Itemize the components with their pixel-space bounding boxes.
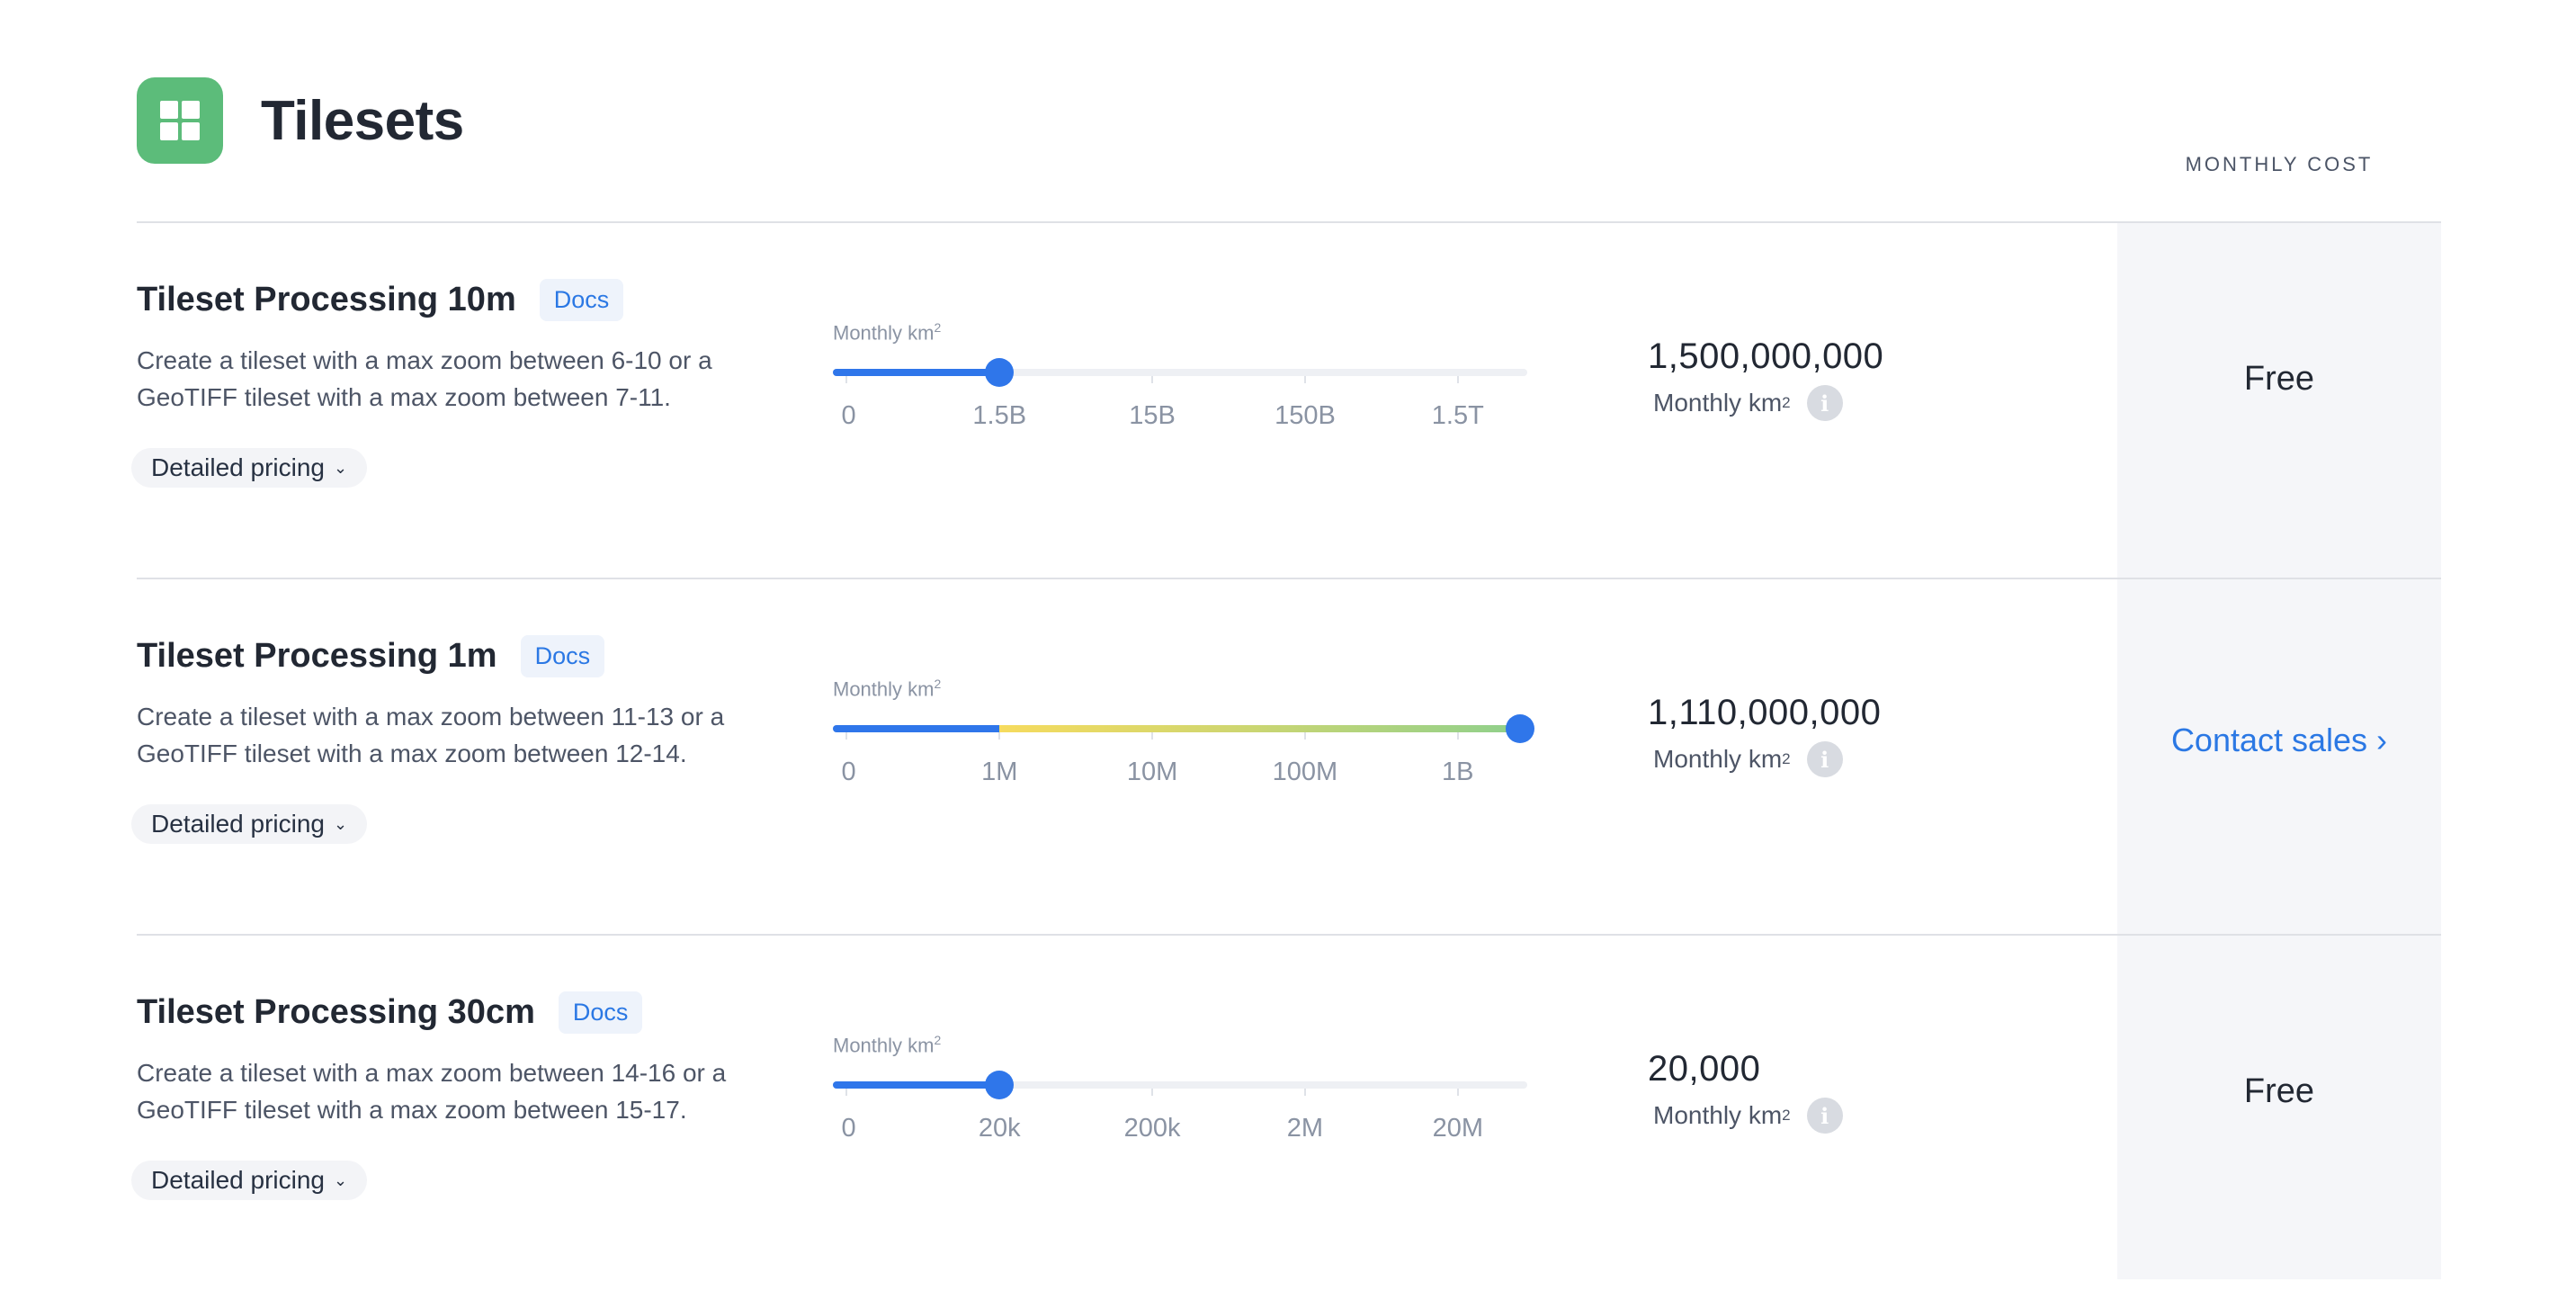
slider-tick-mark xyxy=(1151,732,1154,740)
slider-tick-mark xyxy=(1151,376,1154,383)
page-title: Tilesets xyxy=(261,89,464,152)
slider-tick-label: 0 xyxy=(841,401,856,430)
slider-tick-mark xyxy=(998,732,1001,740)
slider-tick-label: 200k xyxy=(1123,1114,1181,1143)
contact-sales-link[interactable]: Contact sales › xyxy=(2170,722,2388,758)
detailed-pricing-button[interactable]: Detailed pricing ⌄ xyxy=(131,1161,368,1200)
usage-slider[interactable]: 0 20k 200k 2M 20M xyxy=(833,1062,1527,1143)
slider-label: Monthly km2 xyxy=(833,320,942,345)
row-title-group: Tileset Processing 1m Docs xyxy=(137,635,605,677)
slider-tick-mark xyxy=(1303,376,1306,383)
grid-icon xyxy=(160,101,200,140)
detailed-pricing-label: Detailed pricing xyxy=(151,1166,325,1194)
slider-tick-mark xyxy=(1303,732,1306,740)
chevron-down-icon: ⌄ xyxy=(334,458,348,477)
docs-link[interactable]: Docs xyxy=(558,991,643,1034)
slider-label: Monthly km2 xyxy=(833,677,942,701)
detailed-pricing-label: Detailed pricing xyxy=(151,810,325,838)
slider-tick-label: 1B xyxy=(1442,758,1474,786)
slider-tick-mark xyxy=(845,1089,848,1096)
pricing-row: Tileset Processing 1m Docs Create a tile… xyxy=(0,579,2576,935)
docs-link[interactable]: Docs xyxy=(539,279,624,321)
divider xyxy=(137,221,2441,223)
slider-fill xyxy=(833,725,1000,732)
monthly-cost-value: Free xyxy=(2243,1072,2315,1110)
usage-value: 20,000 xyxy=(1648,1049,1761,1089)
detailed-pricing-label: Detailed pricing xyxy=(151,453,325,481)
slider-tick-label: 15B xyxy=(1129,401,1176,430)
slider-tick-mark xyxy=(1456,1089,1459,1096)
info-icon[interactable]: i xyxy=(1806,1098,1843,1134)
slider-tick-label: 0 xyxy=(841,758,856,786)
slider-tick-label: 1.5B xyxy=(972,401,1027,430)
row-title-group: Tileset Processing 30cm Docs xyxy=(137,991,643,1034)
pricing-row: Tileset Processing 30cm Docs Create a ti… xyxy=(0,936,2576,1291)
chevron-down-icon: ⌄ xyxy=(334,1170,348,1189)
slider-tick-label: 2M xyxy=(1286,1114,1324,1143)
slider-handle[interactable] xyxy=(985,1071,1015,1099)
slider-tick-mark xyxy=(1151,1089,1154,1096)
product-description: Create a tileset with a max zoom between… xyxy=(137,346,712,411)
monthly-cost-value: Free xyxy=(2243,360,2315,398)
slider-tick-label: 20M xyxy=(1432,1114,1483,1143)
info-icon[interactable]: i xyxy=(1806,385,1843,421)
usage-unit: Monthly km 2 i xyxy=(1653,1098,1843,1134)
usage-unit: Monthly km 2 i xyxy=(1653,741,1843,777)
slider-tick-mark xyxy=(1303,1089,1306,1096)
slider-tick-label: 20k xyxy=(978,1114,1021,1143)
usage-unit: Monthly km 2 i xyxy=(1653,385,1843,421)
slider-tick-mark xyxy=(845,732,848,740)
divider xyxy=(137,578,2441,579)
slider-tick-label: 1M xyxy=(981,758,1018,786)
slider-track[interactable] xyxy=(833,369,1527,376)
detailed-pricing-button[interactable]: Detailed pricing ⌄ xyxy=(131,448,368,488)
usage-value: 1,110,000,000 xyxy=(1648,693,1882,732)
usage-value: 1,500,000,000 xyxy=(1648,336,1884,376)
info-icon[interactable]: i xyxy=(1806,741,1843,777)
monthly-cost-header: MONTHLY COST xyxy=(2185,153,2374,175)
page-header: Tilesets xyxy=(137,77,464,164)
slider-tick-mark xyxy=(1456,732,1459,740)
product-title: Tileset Processing 1m xyxy=(137,637,497,675)
detailed-pricing-button[interactable]: Detailed pricing ⌄ xyxy=(131,804,368,844)
slider-tick-label: 100M xyxy=(1272,758,1338,786)
tilesets-logo xyxy=(137,77,223,164)
slider-tick-label: 150B xyxy=(1275,401,1336,430)
usage-slider[interactable]: 0 1.5B 15B 150B 1.5T xyxy=(833,349,1527,430)
docs-link[interactable]: Docs xyxy=(520,635,605,677)
row-title-group: Tileset Processing 10m Docs xyxy=(137,279,624,321)
slider-tick-label: 10M xyxy=(1126,758,1178,786)
slider-handle[interactable] xyxy=(1506,714,1535,743)
slider-tick-mark xyxy=(845,376,848,383)
slider-tick-label: 1.5T xyxy=(1431,401,1484,430)
slider-fill xyxy=(833,1081,1000,1089)
product-title: Tileset Processing 10m xyxy=(137,281,516,318)
chevron-down-icon: ⌄ xyxy=(334,814,348,833)
usage-slider[interactable]: 0 1M 10M 100M 1B xyxy=(833,705,1535,786)
monthly-cost-column xyxy=(2117,223,2441,1279)
product-title: Tileset Processing 30cm xyxy=(137,993,535,1031)
slider-label: Monthly km2 xyxy=(833,1033,942,1057)
slider-fill xyxy=(833,369,1000,376)
divider xyxy=(137,934,2441,936)
slider-tick-label: 0 xyxy=(841,1114,856,1143)
product-description: Create a tileset with a max zoom between… xyxy=(137,1059,727,1124)
slider-handle[interactable] xyxy=(985,358,1015,387)
slider-fill-over-free-tier xyxy=(999,725,1521,732)
slider-tick-mark xyxy=(1456,376,1459,383)
product-description: Create a tileset with a max zoom between… xyxy=(137,703,725,767)
pricing-row: Tileset Processing 10m Docs Create a til… xyxy=(0,223,2576,578)
slider-track[interactable] xyxy=(833,1081,1527,1089)
